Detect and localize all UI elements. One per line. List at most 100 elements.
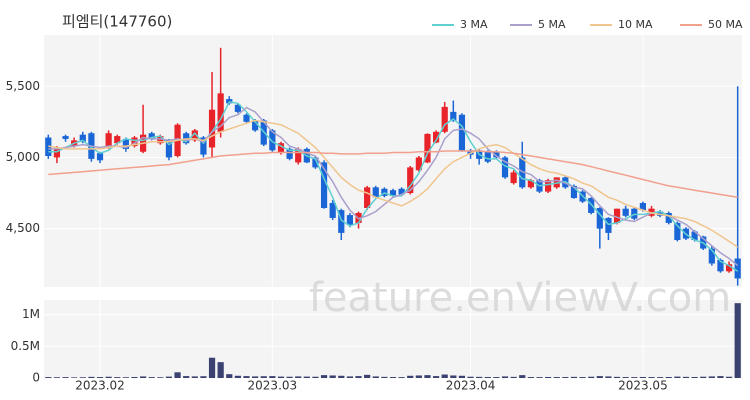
volume-bar (183, 376, 190, 378)
volume-bar (208, 357, 216, 378)
candle-body (234, 104, 241, 112)
volume-bar (157, 377, 164, 378)
volume-bar (312, 376, 319, 378)
candle-body (622, 208, 629, 216)
candle-body (398, 188, 405, 195)
chart-title: 피엠티(147760) (62, 13, 172, 31)
volume-bar (674, 376, 681, 378)
candle-body (165, 140, 173, 158)
watermark: feature.enViewV.com (309, 275, 731, 321)
volume-bar (424, 375, 431, 378)
volume-bar (717, 376, 724, 378)
candle-body (510, 172, 517, 184)
volume-bar (553, 377, 560, 378)
candle-body (191, 130, 198, 141)
volume-bar (148, 377, 155, 378)
volume-bar (682, 376, 690, 378)
volume-bar (320, 375, 328, 378)
x-tick-label: 2023.03 (248, 379, 298, 393)
x-tick-label: 2023.02 (75, 379, 125, 393)
candle-body (432, 131, 440, 143)
legend-label: 50 MA (708, 18, 743, 31)
volume-bar (165, 376, 173, 378)
volume-bar (596, 376, 603, 378)
volume-bar (200, 376, 207, 378)
volume-bar (622, 377, 629, 378)
candle-body (62, 136, 69, 139)
volume-bar (53, 377, 61, 378)
volume-bar (329, 375, 336, 378)
candle-body (545, 180, 552, 192)
volume-bar (476, 376, 483, 378)
volume-bar (536, 377, 543, 378)
volume-bar (338, 375, 345, 378)
candle-body (407, 167, 414, 194)
volume-bar (260, 376, 267, 378)
volume-bar (562, 377, 569, 378)
candle-body (639, 203, 647, 211)
candle-body (269, 130, 276, 151)
candle-body (208, 109, 216, 148)
volume-bar (286, 376, 293, 378)
volume-bar (613, 376, 621, 378)
candle-body (441, 106, 448, 132)
candle-body (613, 208, 621, 223)
volume-bar (71, 377, 78, 378)
volume-bar (519, 375, 526, 378)
volume-bar (174, 372, 181, 378)
volume-bar (122, 377, 129, 378)
volume-bar (234, 375, 241, 378)
candle-body (389, 190, 397, 196)
volume-bar (346, 376, 354, 378)
candle-body (131, 137, 138, 147)
volume-bar (665, 376, 672, 378)
volume-bar (450, 375, 457, 378)
candle-body (527, 180, 534, 188)
volume-bar (510, 376, 517, 378)
candle-body (122, 138, 129, 149)
candle-body (501, 157, 509, 178)
candle-body (312, 157, 319, 168)
volume-bar (114, 377, 121, 378)
volume-bar (648, 377, 655, 378)
volume-bar (467, 376, 474, 378)
volume-bar (579, 377, 586, 378)
volume-bar (191, 376, 198, 378)
volume-bar (295, 376, 302, 378)
candle-body (96, 153, 104, 161)
ma-line (48, 150, 738, 199)
candle-body (570, 185, 578, 199)
candle-body (372, 187, 379, 198)
candle-body (458, 114, 466, 151)
volume-bar (372, 376, 379, 378)
candle-body (79, 134, 86, 142)
candle-body (338, 210, 345, 233)
candle-body (105, 133, 112, 148)
legend-label: 3 MA (460, 18, 488, 31)
volume-bar (303, 376, 310, 378)
candle-body (286, 148, 293, 159)
volume-bar (79, 377, 86, 378)
volume-bar (96, 377, 104, 378)
volume-bar (493, 377, 500, 378)
candle-body (114, 136, 121, 144)
volume-bar (631, 377, 638, 378)
volume-bar (217, 362, 224, 378)
volume-bar (527, 377, 534, 378)
candle-body (484, 151, 491, 162)
candle-body (725, 264, 733, 272)
candle-body (450, 111, 457, 121)
candle-body (295, 148, 302, 163)
volume-bar (226, 374, 233, 378)
candle-body (717, 259, 724, 272)
volume-bar (269, 376, 276, 378)
volume-bar (734, 303, 741, 378)
volume-bar (243, 376, 250, 378)
candle-body (674, 222, 681, 241)
x-tick-label: 2023.04 (446, 379, 496, 393)
candle-body (596, 207, 603, 229)
y-tick-label: 0.5M (11, 339, 40, 353)
candle-body (243, 114, 250, 122)
volume-bar (45, 377, 52, 378)
